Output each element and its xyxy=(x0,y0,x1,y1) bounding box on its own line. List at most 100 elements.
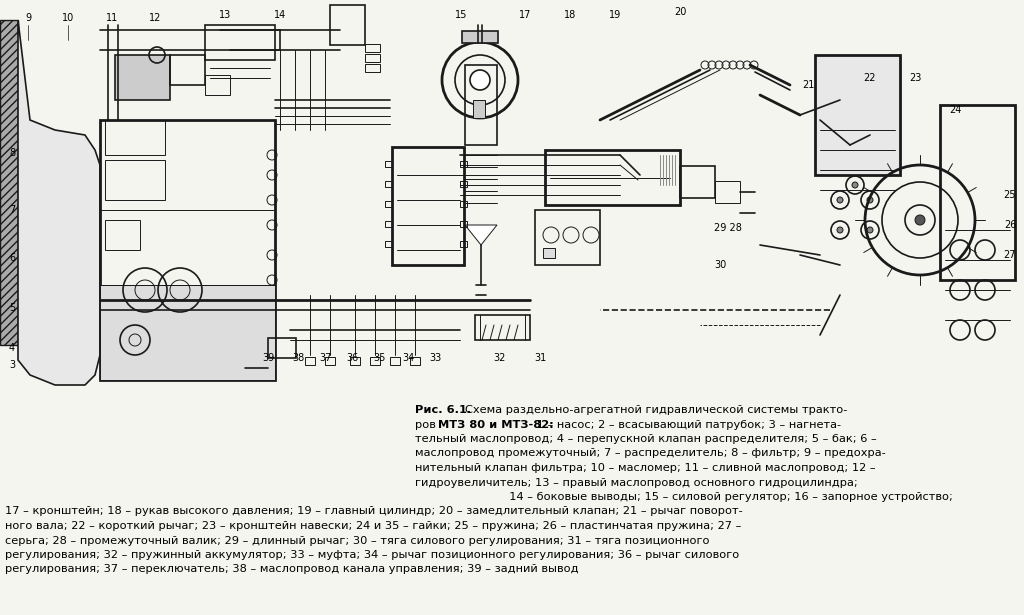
Circle shape xyxy=(867,227,873,233)
Bar xyxy=(462,31,498,43)
Circle shape xyxy=(837,227,843,233)
Text: 29 28: 29 28 xyxy=(714,223,742,233)
Text: регулирования; 37 – переключатель; 38 – маслопровод канала управления; 39 – задн: регулирования; 37 – переключатель; 38 – … xyxy=(5,565,579,574)
Text: серьга; 28 – промежуточный валик; 29 – длинный рычаг; 30 – тяга силового регулир: серьга; 28 – промежуточный валик; 29 – д… xyxy=(5,536,710,546)
Text: 33: 33 xyxy=(429,353,441,363)
Bar xyxy=(815,55,900,175)
Bar xyxy=(545,150,680,205)
Text: 12: 12 xyxy=(148,13,161,23)
Text: 7: 7 xyxy=(9,205,15,215)
Bar xyxy=(100,120,275,380)
Bar xyxy=(385,221,392,227)
Text: 4: 4 xyxy=(9,343,15,353)
Text: 17: 17 xyxy=(519,10,531,20)
Bar xyxy=(330,5,365,45)
Bar xyxy=(475,315,530,340)
Bar xyxy=(460,161,467,167)
Text: 15: 15 xyxy=(455,10,467,20)
Bar xyxy=(535,210,600,265)
Circle shape xyxy=(852,182,858,188)
Bar xyxy=(268,338,296,358)
Text: 25: 25 xyxy=(1004,190,1016,200)
Text: 38: 38 xyxy=(292,353,304,363)
Text: гидроувеличитель; 13 – правый маслопровод основного гидроцилиндра;: гидроувеличитель; 13 – правый маслопрово… xyxy=(415,477,858,488)
Text: 24: 24 xyxy=(949,105,962,115)
Text: 6: 6 xyxy=(9,253,15,263)
Bar xyxy=(105,160,165,200)
Text: Схема раздельно-агрегатной гидравлической системы тракто-: Схема раздельно-агрегатной гидравлическо… xyxy=(465,405,848,415)
Bar xyxy=(105,120,165,155)
Bar xyxy=(205,25,275,60)
Bar xyxy=(115,55,170,100)
Text: 14: 14 xyxy=(273,10,286,20)
Circle shape xyxy=(867,197,873,203)
Text: тельный маслопровод; 4 – перепускной клапан распределителя; 5 – бак; 6 –: тельный маслопровод; 4 – перепускной кла… xyxy=(415,434,877,444)
Circle shape xyxy=(470,70,490,90)
Text: маслопровод промежуточный; 7 – распределитель; 8 – фильтр; 9 – предохра-: маслопровод промежуточный; 7 – распредел… xyxy=(415,448,886,459)
Text: 34: 34 xyxy=(401,353,414,363)
Bar xyxy=(385,241,392,247)
Text: 18: 18 xyxy=(564,10,577,20)
Bar xyxy=(385,201,392,207)
Bar xyxy=(385,181,392,187)
Bar xyxy=(390,357,400,365)
Bar xyxy=(392,147,464,265)
Bar xyxy=(105,220,140,250)
Text: 23: 23 xyxy=(909,73,922,83)
Bar xyxy=(460,181,467,187)
Text: 3: 3 xyxy=(9,360,15,370)
Bar xyxy=(940,105,1015,280)
Text: 10: 10 xyxy=(61,13,74,23)
Bar xyxy=(170,55,205,85)
Bar xyxy=(365,44,380,52)
Text: 26: 26 xyxy=(1004,220,1016,230)
Text: 5: 5 xyxy=(9,303,15,313)
Bar xyxy=(0,20,18,345)
Polygon shape xyxy=(465,225,497,245)
Bar xyxy=(410,357,420,365)
Text: 37: 37 xyxy=(318,353,331,363)
Bar xyxy=(370,357,380,365)
Text: Рис. 6.1.: Рис. 6.1. xyxy=(415,405,475,415)
Text: 27: 27 xyxy=(1004,250,1016,260)
Text: 31: 31 xyxy=(534,353,546,363)
Bar xyxy=(100,210,275,285)
Bar xyxy=(473,100,485,118)
Text: 21: 21 xyxy=(802,80,814,90)
Text: ров: ров xyxy=(415,419,439,429)
Text: 14 – боковые выводы; 15 – силовой регулятор; 16 – запорное устройство;: 14 – боковые выводы; 15 – силовой регуля… xyxy=(415,492,953,502)
Text: 22: 22 xyxy=(864,73,877,83)
Text: МТЗ 80 и МТЗ-82:: МТЗ 80 и МТЗ-82: xyxy=(438,419,554,429)
Text: 36: 36 xyxy=(346,353,358,363)
Bar xyxy=(100,285,275,380)
Bar xyxy=(543,248,555,258)
Bar xyxy=(305,357,315,365)
Text: 17 – кронштейн; 18 – рукав высокого давления; 19 – главный цилиндр; 20 – замедли: 17 – кронштейн; 18 – рукав высокого давл… xyxy=(5,507,742,517)
Text: 35: 35 xyxy=(374,353,386,363)
Bar xyxy=(460,221,467,227)
Text: 19: 19 xyxy=(609,10,622,20)
Circle shape xyxy=(837,197,843,203)
Text: ного вала; 22 – короткий рычаг; 23 – кронштейн навески; 24 и 35 – гайки; 25 – пр: ного вала; 22 – короткий рычаг; 23 – кро… xyxy=(5,521,741,531)
Text: 1 – насос; 2 – всасывающий патрубок; 3 – нагнета-: 1 – насос; 2 – всасывающий патрубок; 3 –… xyxy=(534,419,841,429)
Bar xyxy=(460,201,467,207)
Bar xyxy=(325,357,335,365)
Bar xyxy=(680,166,715,198)
Bar xyxy=(460,241,467,247)
Text: нительный клапан фильтра; 10 – масломер; 11 – сливной маслопровод; 12 –: нительный клапан фильтра; 10 – масломер;… xyxy=(415,463,876,473)
Text: 13: 13 xyxy=(219,10,231,20)
Bar xyxy=(365,64,380,72)
Text: регулирования; 32 – пружинный аккумулятор; 33 – муфта; 34 – рычаг позиционного р: регулирования; 32 – пружинный аккумулято… xyxy=(5,550,739,560)
Bar xyxy=(465,65,497,145)
Bar xyxy=(385,161,392,167)
Bar xyxy=(365,54,380,62)
Text: 39: 39 xyxy=(262,353,274,363)
Bar xyxy=(715,181,740,203)
Bar xyxy=(205,75,230,95)
Text: 9: 9 xyxy=(25,13,31,23)
Polygon shape xyxy=(18,20,100,385)
Text: 11: 11 xyxy=(105,13,118,23)
Text: 8: 8 xyxy=(9,148,15,158)
Text: 32: 32 xyxy=(494,353,506,363)
Text: 30: 30 xyxy=(714,260,726,270)
